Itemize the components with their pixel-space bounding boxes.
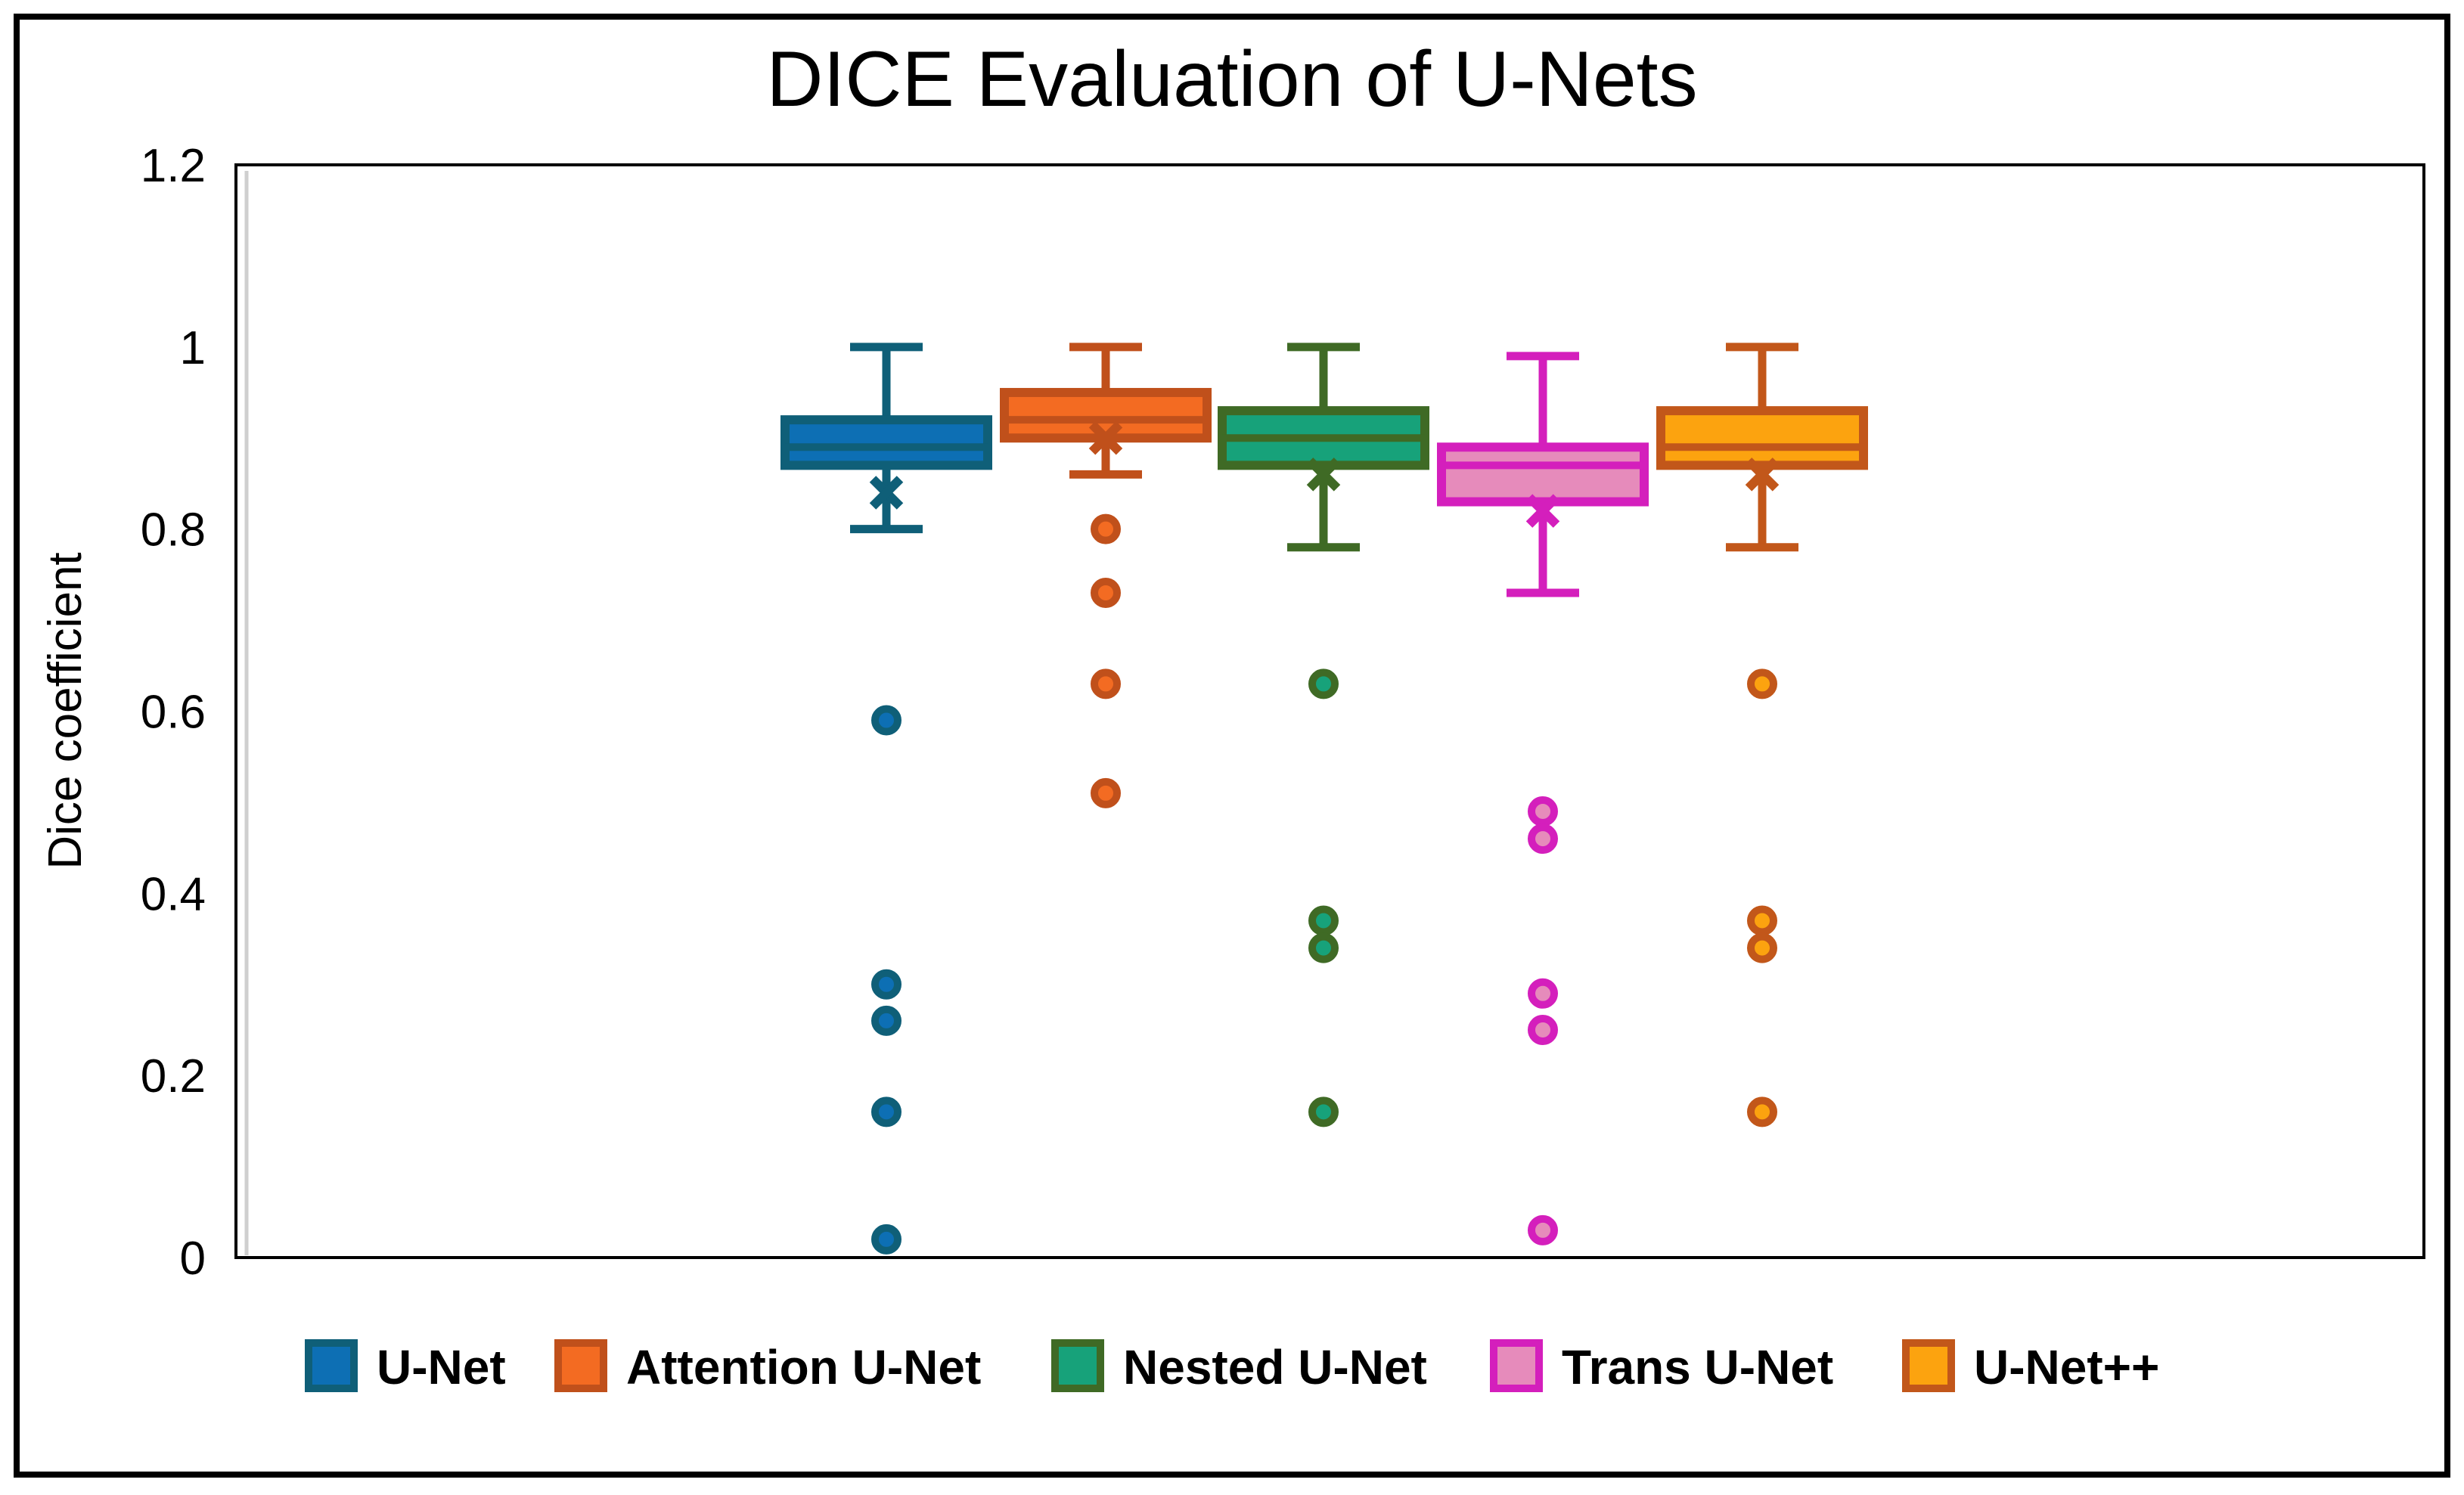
legend-swatch [554,1339,607,1392]
outlier-point [1528,978,1558,1009]
mean-marker [1088,421,1123,455]
outlier-point [1528,1214,1558,1245]
outlier-point [1528,1014,1558,1045]
y-tick-label: 1 [180,322,206,374]
outlier-point [871,705,902,736]
y-ticks: 0 0.2 0.4 0.6 0.8 1 1.2 [141,140,206,1285]
outlier-point [1308,905,1339,936]
box-trans-u-net [1437,352,1649,1245]
y-tick-label: 0.2 [141,1050,206,1103]
legend-label: U-Net [377,1340,506,1394]
box-iqr [780,415,992,470]
outlier-point [871,1224,902,1255]
outlier-point [1747,1096,1777,1127]
legend-item-u-net: U-Net [305,1339,506,1394]
legend-item-trans-u-net: Trans U-Net [1490,1339,1833,1394]
outlier-point [1747,932,1777,963]
box-u-net [780,343,992,1255]
y-tick-label: 0.8 [141,504,206,557]
legend: U-Net Attention U-Net Nested U-Net Trans U-… [305,1339,2159,1394]
legend-swatch [305,1339,358,1392]
outlier-point [871,1096,902,1127]
outlier-point [1528,823,1558,855]
box-iqr [1000,388,1212,443]
legend-swatch [1490,1339,1543,1392]
y-axis-label: Dice coefficient [39,552,92,869]
box-iqr [1437,442,1649,507]
plot-area [234,163,2425,1259]
mean-marker [1745,457,1780,492]
outlier-point [1308,1096,1339,1127]
box-attention-u-net [1000,343,1212,808]
legend-label: Trans U-Net [1562,1340,1833,1394]
box-nested-u-net [1218,343,1429,1127]
outlier-point [871,1005,902,1036]
mean-marker [1306,457,1341,492]
box-u-netplusplus [1656,343,1868,1127]
outlier-point [1091,668,1121,699]
boxes [780,343,1868,1255]
outlier-point [1091,513,1121,544]
outlier-point [1091,777,1121,808]
box-iqr [1656,406,1868,470]
y-tick-label: 0 [180,1233,206,1285]
outlier-point [1747,905,1777,936]
legend-swatch [1902,1339,1955,1392]
legend-label: Attention U-Net [626,1340,981,1394]
legend-item-u-netplusplus: U-Net++ [1902,1339,2159,1394]
mean-marker [869,476,904,510]
outlier-point [1747,668,1777,699]
outlier-point [1091,577,1121,608]
outlier-point [871,969,902,1000]
legend-item-nested-u-net: Nested U-Net [1051,1339,1427,1394]
y-tick-label: 0.6 [141,687,206,739]
legend-label: U-Net++ [1974,1340,2159,1394]
legend-item-attention-u-net: Attention U-Net [554,1339,981,1394]
y-tick-label: 1.2 [141,140,206,192]
legend-label: Nested U-Net [1123,1340,1427,1394]
outlier-point [1308,668,1339,699]
legend-swatch [1051,1339,1104,1392]
chart-title: DICE Evaluation of U-Nets [766,36,1697,123]
y-tick-label: 0.4 [141,868,206,920]
mean-marker [1525,494,1560,528]
outlier-point [1528,796,1558,827]
outlier-point [1308,932,1339,963]
